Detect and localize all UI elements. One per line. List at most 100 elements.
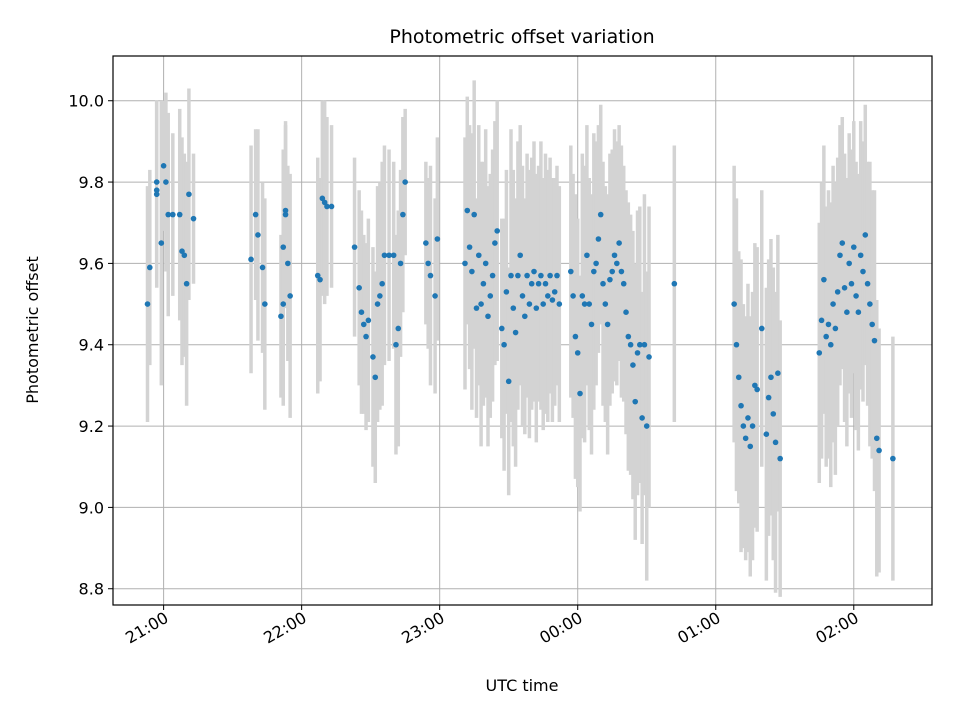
data-point (597, 211, 604, 218)
data-point (600, 280, 606, 287)
data-point (356, 285, 362, 291)
data-point (528, 280, 535, 287)
data-point (579, 293, 586, 299)
data-point (397, 260, 404, 267)
data-point (314, 272, 321, 279)
data-point (462, 260, 468, 267)
data-point (176, 211, 183, 218)
data-point (402, 179, 408, 185)
data-point (282, 211, 289, 218)
data-point (517, 252, 523, 259)
data-point (604, 321, 611, 328)
data-point (370, 354, 376, 360)
data-point (742, 435, 749, 442)
data-point (319, 195, 326, 202)
data-point (524, 272, 530, 279)
data-point (395, 325, 402, 332)
data-point (637, 341, 643, 348)
data-point (740, 423, 747, 429)
data-point (425, 260, 431, 267)
data-point (374, 301, 381, 307)
data-point (147, 264, 153, 271)
data-point (259, 264, 266, 271)
y-tick-label: 9.8 (79, 173, 104, 192)
data-point (765, 394, 772, 401)
data-point (777, 455, 783, 462)
data-point (855, 309, 862, 316)
data-point (526, 301, 533, 307)
data-point (482, 260, 489, 267)
data-point (390, 252, 397, 259)
data-point (671, 280, 678, 287)
data-point (839, 240, 846, 246)
data-point (285, 260, 291, 267)
data-point (591, 268, 597, 275)
y-tick-label: 9.2 (79, 417, 104, 436)
data-point (551, 289, 558, 295)
data-point (248, 256, 254, 263)
data-point (834, 289, 841, 295)
data-point (609, 268, 616, 275)
data-point (503, 289, 510, 295)
data-point (153, 179, 160, 185)
data-point (818, 317, 825, 324)
data-point (317, 276, 323, 283)
data-point (848, 280, 855, 287)
data-point (646, 354, 652, 360)
data-point (758, 325, 765, 332)
data-point (545, 293, 551, 299)
data-point (620, 280, 627, 287)
data-point (763, 431, 770, 438)
data-point (595, 236, 602, 242)
data-point (752, 382, 758, 389)
data-point (494, 228, 500, 234)
data-point (492, 240, 498, 246)
y-tick-label: 10.0 (68, 92, 104, 111)
data-point (627, 341, 634, 348)
data-point (487, 293, 494, 299)
data-point (850, 244, 857, 250)
data-point (570, 293, 576, 299)
data-point (160, 163, 167, 169)
data-point (372, 374, 379, 381)
data-point (328, 203, 335, 210)
data-point (363, 333, 369, 340)
data-point (556, 301, 563, 307)
data-point (153, 191, 160, 198)
data-point (510, 305, 517, 311)
data-point (181, 252, 188, 259)
y-tick-label: 8.8 (79, 580, 104, 599)
data-point (324, 203, 330, 210)
data-point (549, 297, 556, 303)
data-point (572, 333, 579, 340)
data-point (531, 268, 537, 275)
data-point (832, 325, 839, 332)
data-point (873, 435, 880, 442)
data-point (825, 321, 832, 328)
data-point (393, 341, 399, 348)
data-point (586, 301, 593, 307)
data-point (519, 293, 526, 299)
data-point (280, 301, 287, 307)
data-point (775, 370, 781, 377)
data-point (400, 211, 406, 218)
data-point (498, 325, 505, 332)
data-point (280, 244, 287, 250)
data-point (749, 423, 756, 429)
data-point (473, 305, 480, 311)
data-point (252, 211, 259, 218)
data-point (735, 374, 742, 381)
data-point (634, 350, 641, 356)
data-point (381, 252, 388, 259)
data-point (153, 187, 160, 193)
data-point (427, 272, 434, 279)
data-point (639, 415, 645, 421)
data-point (163, 179, 169, 185)
data-point (770, 411, 777, 417)
data-point (890, 455, 896, 462)
plot-frame (112, 55, 933, 606)
data-point (505, 378, 512, 385)
y-axis-ticks: 8.8 9.0 9.2 9.4 9.6 9.8 10.0 (68, 92, 113, 599)
data-point (183, 280, 190, 287)
